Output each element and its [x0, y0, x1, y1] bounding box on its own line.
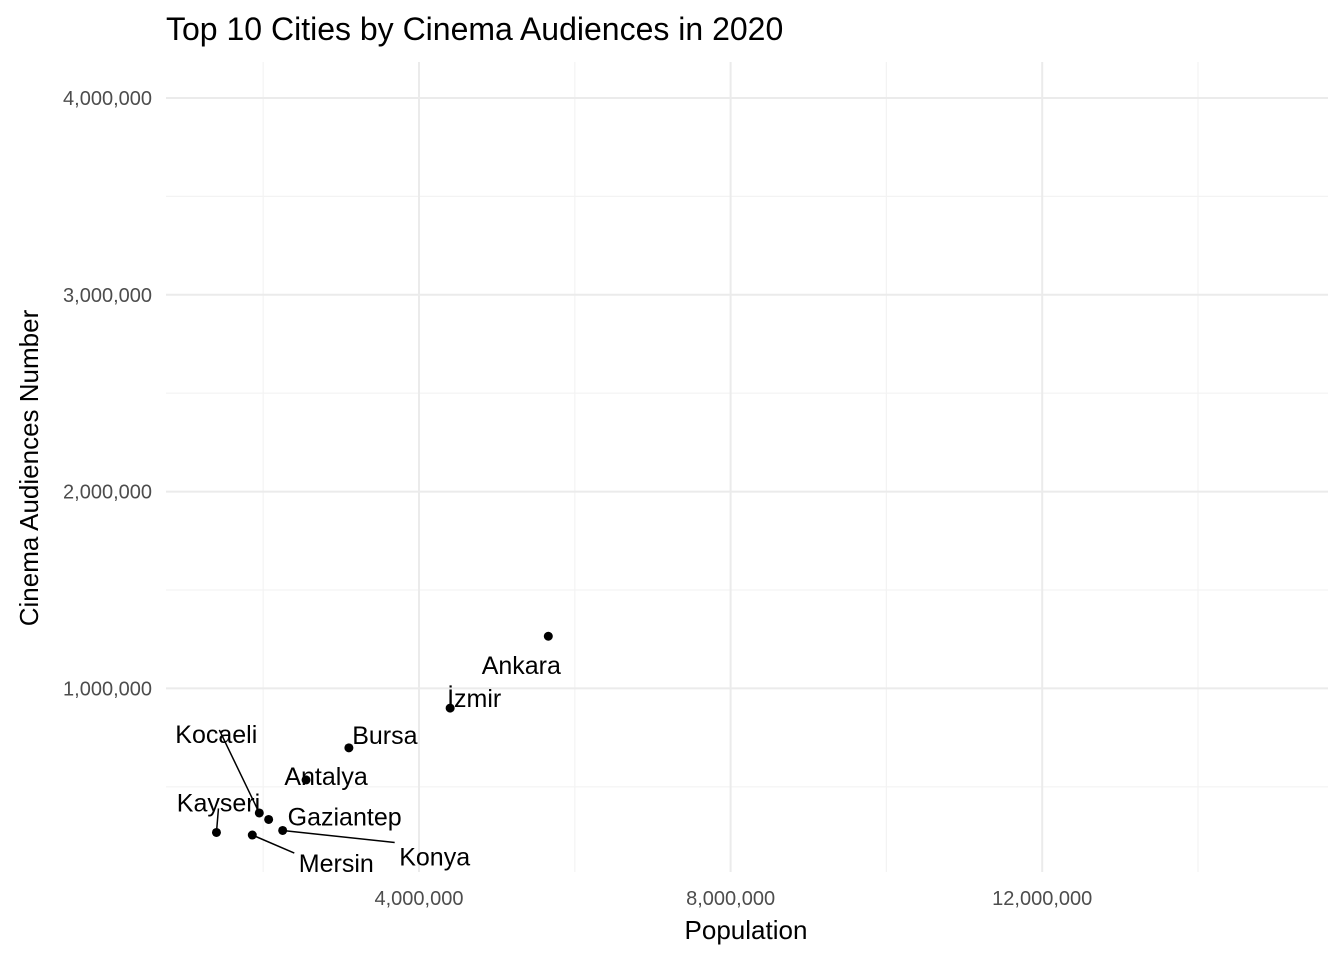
y-tick-label: 3,000,000 [63, 285, 152, 307]
grid [166, 62, 1328, 872]
data-point [301, 775, 311, 785]
y-tick-label: 2,000,000 [63, 482, 152, 504]
point-label: İzmir [447, 684, 501, 713]
y-axis-label: Cinema Audiences Number [14, 309, 44, 626]
y-tick-label: 4,000,000 [63, 88, 152, 110]
x-axis-label: Population [685, 915, 808, 945]
data-point [344, 743, 354, 753]
data-point [278, 825, 288, 835]
data-point [543, 631, 553, 641]
y-axis-ticks: 1,000,000 2,000,000 3,000,000 4,000,000 [63, 88, 152, 700]
x-axis-ticks: 4,000,000 8,000,000 12,000,000 [375, 888, 1093, 910]
data-point [211, 827, 221, 837]
leader-line [282, 829, 395, 844]
data-point [247, 830, 257, 840]
point-label: Mersin [299, 850, 374, 878]
point-label: Kocaeli [175, 721, 257, 749]
chart-title: Top 10 Cities by Cinema Audiences in 202… [166, 11, 783, 47]
label-leader-lines [215, 729, 395, 854]
y-tick-label: 1,000,000 [63, 678, 152, 700]
point-label: Ankara [482, 652, 561, 680]
point-label: Antalya [284, 763, 367, 791]
point-label: Konya [399, 843, 470, 871]
point-labels: Ankara İzmir Bursa Antalya Kocaeli Gaziantep K… [175, 652, 561, 878]
x-tick-label: 12,000,000 [992, 888, 1092, 910]
x-tick-label: 4,000,000 [375, 888, 464, 910]
point-label: Gaziantep [288, 803, 402, 831]
leader-line [218, 729, 260, 814]
data-point [254, 808, 264, 818]
point-label: Kayseri [177, 789, 260, 817]
data-point [264, 814, 274, 824]
leader-line [251, 834, 295, 854]
data-points [211, 631, 553, 840]
point-label: Bursa [352, 722, 417, 750]
data-point [445, 703, 455, 713]
x-tick-label: 8,000,000 [686, 888, 775, 910]
